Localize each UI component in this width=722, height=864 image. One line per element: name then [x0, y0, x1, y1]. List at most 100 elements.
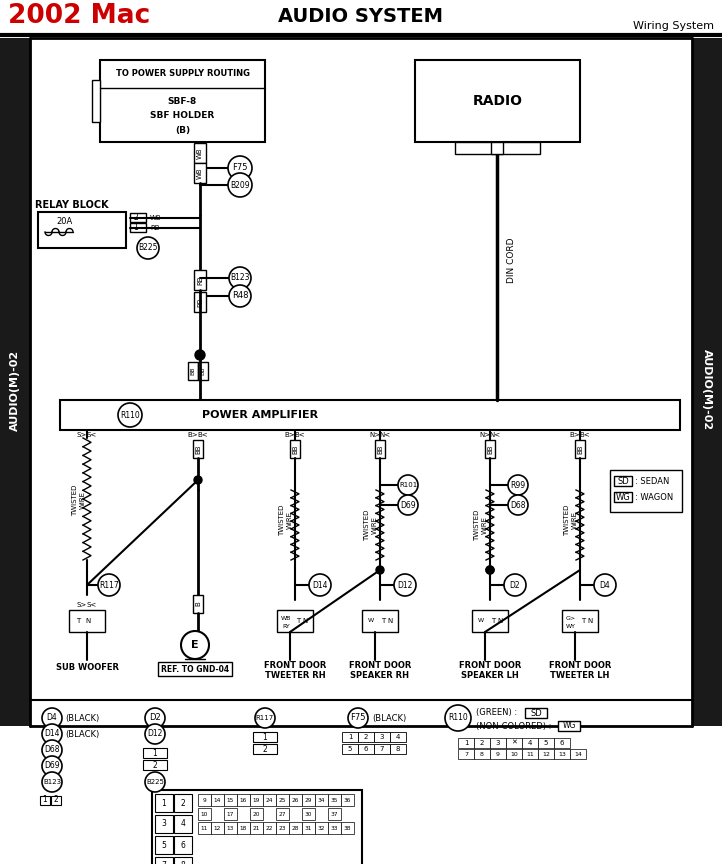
Bar: [289, 794, 302, 806]
Bar: [194, 292, 206, 312]
Bar: [290, 440, 300, 458]
Circle shape: [145, 708, 165, 728]
Text: 14: 14: [574, 752, 582, 757]
Text: D2: D2: [510, 581, 521, 589]
Bar: [276, 794, 289, 806]
Text: BB: BB: [377, 444, 383, 454]
Bar: [458, 749, 474, 759]
Text: 38: 38: [344, 825, 351, 830]
Bar: [538, 738, 554, 748]
Text: WIRE: WIRE: [372, 516, 378, 534]
Text: R110: R110: [120, 410, 140, 420]
Text: N: N: [388, 618, 393, 624]
Text: WB: WB: [150, 215, 162, 221]
Bar: [130, 223, 146, 232]
Text: 7: 7: [162, 861, 167, 864]
Bar: [250, 808, 263, 820]
Text: (BLACK): (BLACK): [65, 714, 99, 722]
Text: 37: 37: [331, 811, 338, 816]
Bar: [193, 595, 203, 613]
Text: W: W: [368, 619, 374, 624]
Bar: [194, 163, 206, 183]
Bar: [152, 790, 362, 864]
Bar: [342, 732, 358, 742]
Bar: [538, 749, 554, 759]
Text: D4: D4: [600, 581, 610, 589]
Text: : WAGON: : WAGON: [635, 492, 673, 501]
Text: T: T: [381, 618, 385, 624]
Text: 2: 2: [180, 798, 186, 808]
Bar: [474, 749, 490, 759]
Bar: [60, 400, 680, 430]
Text: R110: R110: [448, 714, 468, 722]
Text: 26: 26: [292, 797, 299, 803]
Text: TWISTED: TWISTED: [279, 505, 285, 536]
Text: FRONT DOOR: FRONT DOOR: [458, 662, 521, 670]
Text: 16: 16: [240, 797, 247, 803]
Bar: [155, 815, 173, 833]
Bar: [315, 794, 328, 806]
Text: B: B: [195, 601, 201, 607]
Bar: [250, 794, 263, 806]
Text: DIN CORD: DIN CORD: [507, 238, 516, 283]
Text: 4: 4: [528, 740, 532, 746]
Text: RB: RB: [197, 276, 203, 285]
Text: 3: 3: [162, 819, 167, 829]
Text: 23: 23: [279, 825, 286, 830]
Text: 24: 24: [266, 797, 273, 803]
Text: 1: 1: [348, 734, 352, 740]
Text: 1: 1: [464, 740, 469, 746]
Bar: [390, 732, 406, 742]
Text: : SEDAN: : SEDAN: [635, 477, 669, 486]
Bar: [40, 796, 50, 805]
Bar: [390, 744, 406, 754]
Bar: [614, 492, 632, 502]
Text: 2: 2: [152, 760, 157, 770]
Text: 4: 4: [396, 734, 400, 740]
Bar: [174, 857, 192, 864]
Bar: [250, 822, 263, 834]
Text: D68: D68: [510, 500, 526, 510]
Text: WB: WB: [281, 615, 291, 620]
Text: T: T: [491, 618, 495, 624]
Circle shape: [42, 724, 62, 744]
Text: 20A: 20A: [57, 218, 73, 226]
Circle shape: [181, 631, 209, 659]
Bar: [198, 794, 211, 806]
Bar: [198, 822, 211, 834]
Bar: [143, 748, 167, 758]
Text: 3: 3: [496, 740, 500, 746]
Text: BB: BB: [487, 444, 493, 454]
Text: 1: 1: [162, 798, 166, 808]
Circle shape: [486, 566, 494, 574]
Bar: [375, 440, 385, 458]
Bar: [276, 822, 289, 834]
Text: B>: B>: [284, 432, 295, 438]
Text: D12: D12: [147, 729, 162, 739]
Bar: [277, 610, 313, 632]
Text: B123: B123: [43, 779, 61, 785]
Text: 31: 31: [305, 825, 312, 830]
Text: 14: 14: [214, 797, 221, 803]
Text: N<: N<: [380, 432, 391, 438]
Text: 27: 27: [279, 811, 286, 816]
Bar: [562, 610, 598, 632]
Circle shape: [486, 566, 494, 574]
Circle shape: [394, 574, 416, 596]
Bar: [341, 822, 354, 834]
Text: 12: 12: [214, 825, 221, 830]
Bar: [188, 362, 198, 380]
Text: RB: RB: [197, 297, 203, 307]
Text: 2002 Mac: 2002 Mac: [8, 3, 150, 29]
Circle shape: [309, 574, 331, 596]
Text: 5: 5: [162, 841, 167, 849]
Text: SPEAKER LH: SPEAKER LH: [461, 671, 519, 681]
Text: N>: N>: [370, 432, 380, 438]
Text: 29: 29: [305, 797, 312, 803]
Text: 15: 15: [227, 797, 234, 803]
Bar: [100, 60, 265, 142]
Text: W: W: [478, 619, 484, 624]
Bar: [358, 744, 374, 754]
Text: S>: S>: [77, 602, 87, 608]
Text: T: T: [76, 618, 80, 624]
